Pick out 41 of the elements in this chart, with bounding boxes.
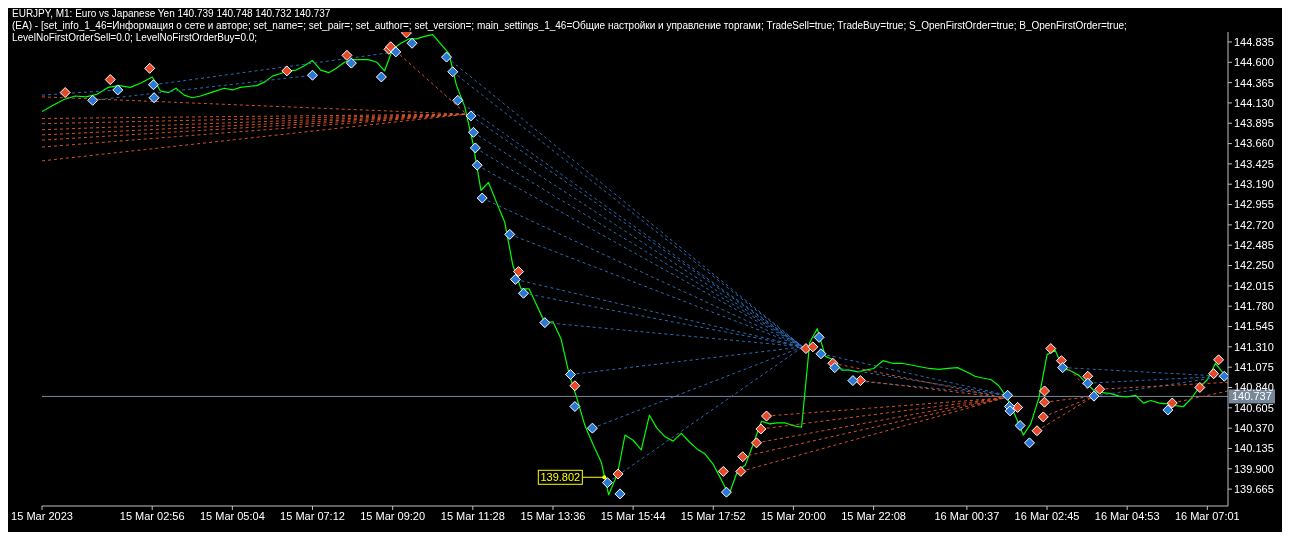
y-tick-label: 144.835: [1234, 35, 1274, 48]
x-tick-label: 16 Mar 07:01: [1174, 509, 1240, 522]
x-tick-label: 15 Mar 2023: [11, 509, 73, 522]
annotation: 139.802: [540, 471, 581, 484]
y-tick-label: 139.665: [1234, 483, 1274, 496]
x-tick-label: 15 Mar 09:20: [360, 509, 426, 522]
x-tick-label: 15 Mar 15:44: [600, 509, 666, 522]
x-tick-label: 16 Mar 00:37: [934, 509, 1000, 522]
chart-subtitle: (EA) - [set_info_1_46=Информация о сете и авторе; set_name=; set_pair=; set_author=; set_version=; main_settings_1_46=Общие настройки и управление торгами; TradeSell=true; TradeBuy=true; S_OpenFirstOrder=true; B_OpenFirstOrder=true; LevelNoFirstOrderSell=0.0; LevelNoFirstOrderBuy=0.0;: [12, 20, 1128, 44]
x-tick-label: 15 Mar 11:28: [440, 509, 505, 522]
y-tick-label: 139.900: [1234, 462, 1274, 475]
y-tick-label: 144.130: [1234, 96, 1274, 109]
x-tick-label: 15 Mar 02:56: [119, 509, 185, 522]
y-tick-label: 144.365: [1234, 76, 1274, 89]
y-tick-label: 143.425: [1234, 157, 1274, 170]
y-tick-label: 142.485: [1234, 239, 1274, 252]
x-tick-label: 15 Mar 17:52: [680, 509, 746, 522]
y-tick-label: 141.545: [1234, 320, 1274, 333]
x-tick-label: 15 Mar 05:04: [199, 509, 265, 522]
ref-line-label: 140.737: [1232, 390, 1272, 403]
y-tick-label: 141.310: [1234, 340, 1274, 353]
y-tick-label: 142.720: [1234, 218, 1274, 231]
x-tick-label: 15 Mar 13:36: [520, 509, 586, 522]
y-tick-label: 143.660: [1234, 137, 1274, 150]
x-tick-label: 15 Mar 07:12: [280, 509, 345, 522]
y-tick-label: 141.780: [1234, 300, 1274, 313]
y-tick-label: 140.135: [1234, 442, 1274, 455]
y-tick-label: 142.955: [1234, 198, 1274, 211]
chart-title: EURJPY, M1: Euro vs Japanese Yen 140.739 140.748 140.732 140.737: [12, 8, 331, 20]
y-tick-label: 144.600: [1234, 56, 1274, 69]
x-tick-label: 16 Mar 02:45: [1014, 509, 1080, 522]
y-tick-label: 140.605: [1234, 401, 1274, 414]
y-tick-label: 140.370: [1234, 422, 1274, 435]
x-tick-label: 15 Mar 22:08: [841, 509, 906, 522]
y-tick-label: 143.190: [1234, 178, 1274, 191]
x-tick-label: 16 Mar 04:53: [1094, 509, 1160, 522]
y-tick-label: 143.895: [1234, 117, 1274, 130]
y-tick-label: 142.015: [1234, 279, 1274, 292]
y-tick-label: 141.075: [1234, 361, 1274, 374]
y-tick-label: 142.250: [1234, 259, 1274, 272]
x-tick-label: 15 Mar 20:00: [761, 509, 826, 522]
